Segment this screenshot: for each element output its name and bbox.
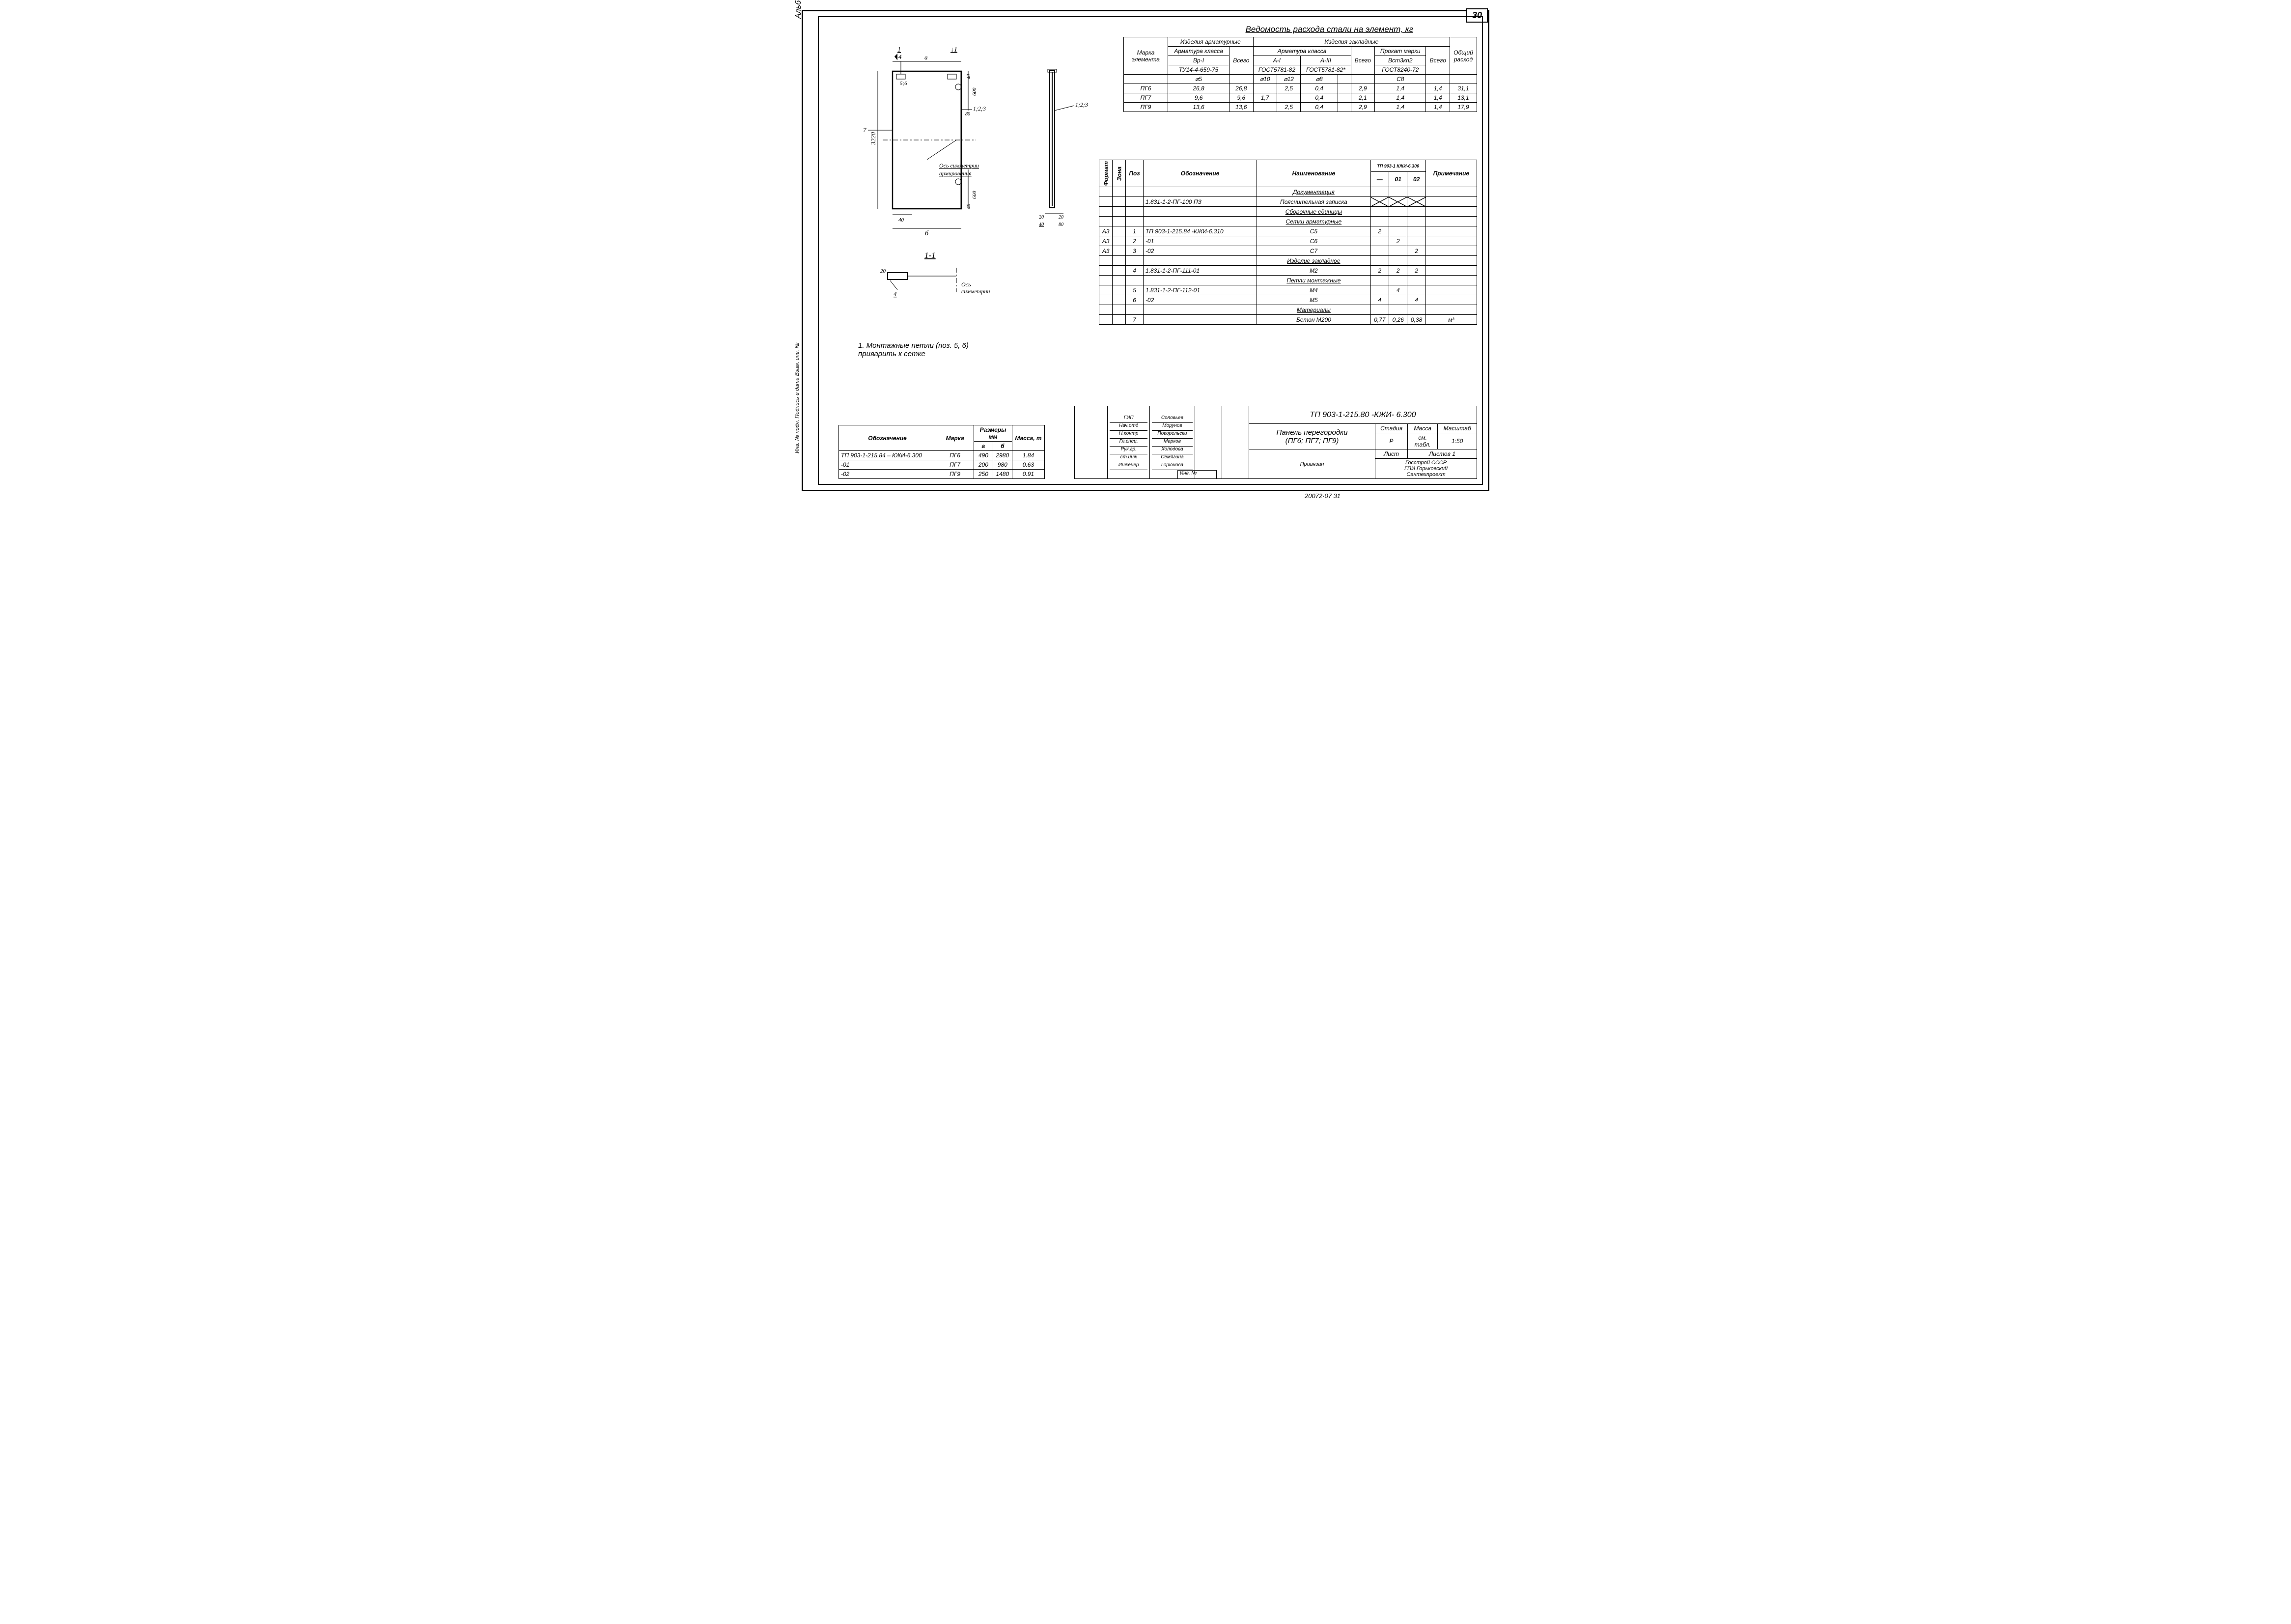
steel-table-title: Ведомость расхода стали на элемент, кг: [1246, 25, 1413, 34]
svg-text:80: 80: [965, 112, 970, 117]
svg-text:40: 40: [898, 217, 904, 223]
dim-row: -02ПГ925014800.91: [839, 470, 1045, 479]
spec-row: Сборочные единицы: [1099, 207, 1477, 217]
svg-text:40: 40: [966, 204, 972, 209]
svg-text:20: 20: [1039, 215, 1044, 220]
panel-drawing: 7 4 5;6 1;2;3 1 ↓1 а 600 40 600 40: [834, 32, 1099, 307]
steel-consumption-table: Марка элемента Изделия арматурные Издели…: [1123, 37, 1477, 112]
steel-row: ПГ626,826,82,50,42,91,41,431,1: [1124, 84, 1477, 93]
svg-text:1-1: 1-1: [924, 251, 936, 260]
spec-row: 41.831-1-2-ПГ-111-01М2222: [1099, 266, 1477, 276]
svg-text:а: а: [924, 54, 928, 61]
mounting-note: 1. Монтажные петли (поз. 5, 6) приварить…: [858, 341, 1055, 358]
svg-text:↓1: ↓1: [950, 46, 957, 54]
steel-row: ПГ913,613,62,50,42,91,41,417,9: [1124, 103, 1477, 112]
svg-text:Ось симметрии: Ось симметрии: [939, 162, 979, 169]
svg-text:Ось: Ось: [961, 281, 971, 288]
spec-row: Документация: [1099, 187, 1477, 197]
svg-text:4: 4: [894, 290, 897, 298]
spec-row: Материалы: [1099, 305, 1477, 315]
steel-row: ПГ79,69,61,70,42,11,41,413,1: [1124, 93, 1477, 103]
spec-row: 51.831-1-2-ПГ-112-01М44: [1099, 285, 1477, 295]
album-label: Альбом I: [794, 0, 803, 19]
dimensions-table: Обозначение Марка Размеры мм Масса, т а …: [838, 425, 1045, 479]
svg-text:80: 80: [1059, 222, 1063, 227]
spec-row: 7Бетон М2000,770,260,38м³: [1099, 315, 1477, 325]
inner-frame: 7 4 5;6 1;2;3 1 ↓1 а 600 40 600 40: [818, 16, 1483, 485]
svg-text:симметрии: симметрии: [961, 288, 990, 295]
spec-row: Сетки арматурные: [1099, 217, 1477, 226]
spec-row: 6-02М544: [1099, 295, 1477, 305]
svg-text:4: 4: [898, 53, 902, 60]
specification-table: Формат Зона Поз Обозначение Наименование…: [1099, 160, 1477, 325]
title-block: ГИПНач.отдН.контрГл.спец.Рук.гр.ст.инжИн…: [1074, 406, 1477, 479]
footer-code: 20072·07 31: [1305, 492, 1341, 500]
svg-text:б: б: [925, 230, 929, 237]
svg-text:40: 40: [1039, 222, 1044, 227]
svg-text:5;6: 5;6: [900, 81, 907, 86]
svg-text:3220: 3220: [869, 132, 877, 146]
side-labels: Инв. № подл. Подпись и дата Взам. инв. №: [794, 342, 800, 453]
spec-row: А32-01С62: [1099, 236, 1477, 246]
spec-row: Петли монтажные: [1099, 276, 1477, 285]
spec-row: А31ТП 903-1-215.84 -КЖИ-6.310С52: [1099, 226, 1477, 236]
dim-row: ТП 903-1-215.84 – КЖИ-6.300ПГ649029801.8…: [839, 451, 1045, 460]
svg-text:20: 20: [880, 268, 886, 274]
spec-row: А33-02С72: [1099, 246, 1477, 256]
svg-text:600: 600: [972, 191, 978, 199]
drawing-area: 7 4 5;6 1;2;3 1 ↓1 а 600 40 600 40: [834, 32, 1099, 307]
svg-text:1: 1: [897, 46, 901, 54]
dim-row: -01ПГ72009800.63: [839, 460, 1045, 470]
inv-no-field: Инв. №: [1177, 470, 1217, 479]
svg-text:1;2;3: 1;2;3: [973, 105, 986, 112]
spec-row: 1.831-1-2-ПГ-100 ПЗПояснительная записка: [1099, 197, 1477, 207]
svg-text:40: 40: [966, 74, 972, 79]
svg-text:7: 7: [863, 126, 866, 134]
spec-row: Изделие закладное: [1099, 256, 1477, 266]
drawing-sheet: 30 Альбом I Инв. № подл. Подпись и дата …: [802, 10, 1489, 491]
svg-text:армирования: армирования: [939, 170, 972, 177]
svg-text:600: 600: [972, 87, 978, 96]
svg-text:1;2;3: 1;2;3: [1075, 101, 1088, 108]
svg-text:20: 20: [1059, 215, 1063, 220]
